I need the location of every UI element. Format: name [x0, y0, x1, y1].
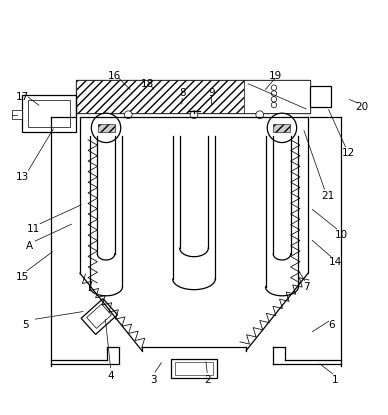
Text: A: A: [26, 241, 33, 251]
Text: 17: 17: [16, 92, 29, 103]
Bar: [81, 299, 118, 334]
Bar: [28, 100, 70, 127]
Bar: [274, 124, 291, 132]
Text: 3: 3: [150, 375, 157, 385]
Circle shape: [256, 111, 263, 119]
Text: 8: 8: [179, 88, 186, 98]
Text: 10: 10: [334, 229, 348, 239]
Text: 7: 7: [303, 282, 309, 292]
Bar: [310, 86, 331, 107]
Bar: [22, 95, 76, 132]
Bar: [97, 124, 114, 132]
Text: 1: 1: [332, 375, 338, 385]
Text: 12: 12: [342, 149, 355, 159]
Circle shape: [190, 111, 198, 119]
Bar: [171, 359, 217, 378]
Text: 19: 19: [268, 71, 282, 81]
Circle shape: [125, 111, 132, 119]
Bar: [76, 80, 244, 113]
Text: 21: 21: [321, 191, 334, 201]
Text: 2: 2: [204, 375, 211, 385]
Text: 18: 18: [141, 79, 154, 89]
Bar: [175, 362, 213, 374]
Bar: [87, 304, 111, 328]
Text: 4: 4: [107, 371, 114, 381]
Text: 13: 13: [16, 171, 29, 182]
Bar: [244, 80, 310, 113]
Text: 11: 11: [27, 224, 40, 234]
Text: 16: 16: [108, 71, 121, 81]
Circle shape: [267, 113, 297, 142]
Bar: [76, 80, 310, 113]
Text: 14: 14: [329, 256, 342, 266]
Text: 20: 20: [356, 102, 369, 112]
Bar: [12, 110, 22, 119]
Circle shape: [91, 113, 121, 142]
Text: 15: 15: [16, 272, 29, 282]
Text: 5: 5: [23, 320, 29, 330]
Text: 9: 9: [208, 88, 215, 98]
Text: 6: 6: [328, 320, 334, 330]
